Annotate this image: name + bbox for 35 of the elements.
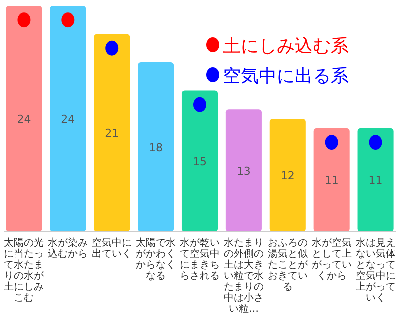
- point: [18, 12, 31, 28]
- bar: [358, 128, 394, 232]
- data-label: 24: [61, 113, 76, 126]
- bar: [226, 110, 262, 232]
- point: [62, 12, 75, 28]
- data-label: 12: [280, 170, 295, 182]
- data-label: 11: [324, 174, 339, 188]
- data-label: 18: [149, 141, 164, 154]
- bar: [314, 128, 350, 232]
- point: [325, 135, 338, 150]
- x-tick-label: 太陽で水がかわくからなくなる: [136, 237, 176, 282]
- bar: [50, 6, 86, 232]
- x-tick-label: 太陽の光に当たって水たまりの水が土にしみこむ: [4, 237, 46, 304]
- point: [194, 97, 206, 112]
- x-tick-label: 水たまりの外側の土は大きい粒で水たまりの中は小さい粒…: [224, 237, 264, 315]
- point: [369, 135, 382, 150]
- data-label: 21: [105, 127, 120, 140]
- point: [106, 40, 119, 56]
- x-tick-label: おふろの湯気と似たことがおきている: [268, 238, 309, 293]
- legend-label: 空気中に出る系: [223, 66, 349, 87]
- data-label: 24: [17, 113, 32, 126]
- bar: [94, 34, 130, 232]
- data-label: 11: [368, 174, 383, 188]
- bar: [138, 62, 174, 232]
- x-tick-label: 水が乾いて空気中にまきちらされる: [180, 237, 220, 282]
- bar: [182, 90, 218, 232]
- legend-label: 土にしみ込む系: [223, 36, 349, 57]
- x-tick-label: 空気中に出ていく: [92, 237, 132, 260]
- x-tick-label: 水が空気として上がっていくから: [312, 237, 352, 282]
- bar: [270, 119, 306, 232]
- x-tick-label: 水が染み込むから: [48, 237, 88, 260]
- bar: [6, 6, 42, 232]
- x-tick-label: 水は見えない気体となって空気中に上がっていく: [356, 237, 396, 304]
- data-label: 13: [236, 164, 251, 178]
- data-label: 15: [193, 155, 207, 168]
